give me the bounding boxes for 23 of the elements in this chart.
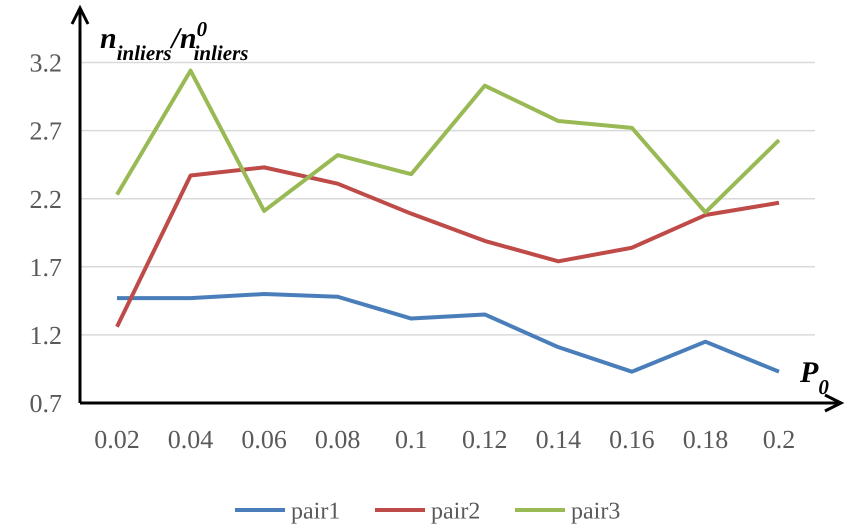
x-tick-label: 0.12 [462,425,508,454]
x-tick-label: 0.04 [168,425,214,454]
x-tick-label: 0.14 [536,425,582,454]
line-series [115,165,781,329]
x-tick-label: 0.02 [94,425,140,454]
legend-label: pair2 [431,498,480,524]
y-tick-label: 1.2 [30,320,62,350]
y-tick-label: 1.7 [30,252,62,282]
y-tick-label: 3.2 [30,48,62,78]
x-tick-label: 0.2 [762,425,796,454]
x-axis-title: P$_{0}$ [799,356,830,399]
x-tick-label: 0.08 [314,425,360,454]
y-tick-label: 0.7 [30,389,62,418]
y-tick-label: 2.2 [30,184,62,214]
x-tick-label: 0.16 [609,425,655,454]
x-tick-label: 0.1 [394,425,428,454]
legend-label: pair1 [291,498,340,524]
x-tick-label: 0.18 [682,425,728,454]
line-series [115,292,781,374]
legend-label: pair3 [571,498,620,524]
x-tick-label: 0.06 [241,425,287,454]
line-series [115,68,781,214]
y-tick-label: 2.7 [30,116,62,146]
